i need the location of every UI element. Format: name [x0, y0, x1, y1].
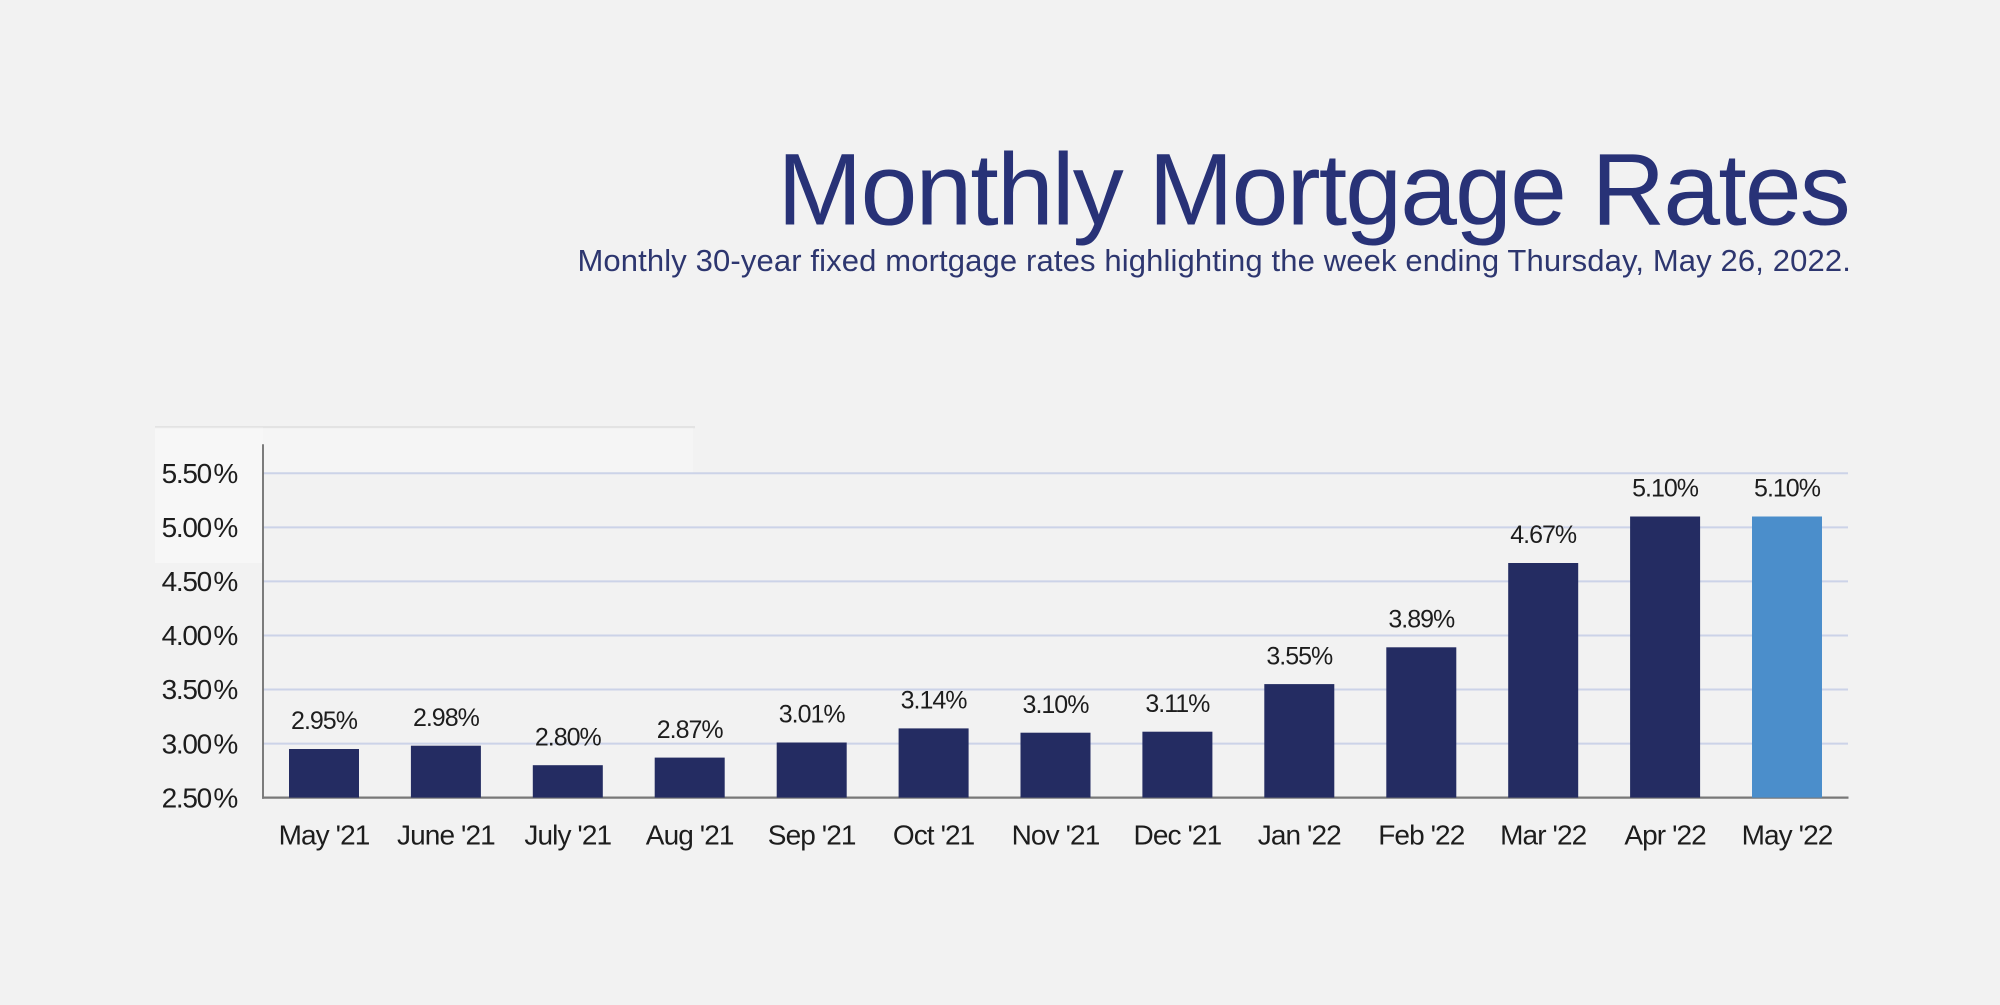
svg-text:Sep '21: Sep '21: [768, 819, 856, 850]
svg-text:Nov '21: Nov '21: [1012, 819, 1100, 850]
svg-text:3.10%: 3.10%: [1023, 691, 1090, 719]
svg-text:3.50%: 3.50%: [162, 674, 238, 705]
svg-text:3.11%: 3.11%: [1145, 690, 1210, 718]
svg-text:May '22: May '22: [1742, 819, 1833, 850]
svg-text:Dec '21: Dec '21: [1134, 819, 1222, 850]
svg-text:2.87%: 2.87%: [657, 716, 724, 744]
svg-text:July '21: July '21: [524, 819, 611, 850]
svg-text:4.00%: 4.00%: [162, 620, 238, 651]
svg-text:Feb '22: Feb '22: [1378, 819, 1465, 850]
svg-text:4.67%: 4.67%: [1510, 521, 1577, 549]
svg-text:2.50%: 2.50%: [162, 782, 238, 813]
svg-text:2.95%: 2.95%: [291, 707, 358, 735]
svg-text:3.55%: 3.55%: [1266, 642, 1333, 670]
svg-text:May '21: May '21: [279, 819, 370, 850]
svg-text:5.10%: 5.10%: [1754, 475, 1821, 503]
svg-text:3.14%: 3.14%: [901, 687, 968, 715]
svg-text:Aug '21: Aug '21: [646, 819, 734, 850]
svg-text:Oct '21: Oct '21: [893, 819, 975, 850]
svg-text:Monthly 30-year fixed mortgage: Monthly 30-year fixed mortgage rates hig…: [577, 243, 1851, 278]
svg-text:Monthly Mortgage Rates: Monthly Mortgage Rates: [777, 133, 1849, 247]
svg-text:2.80%: 2.80%: [535, 723, 602, 751]
svg-text:3.01%: 3.01%: [779, 701, 846, 729]
svg-text:June '21: June '21: [397, 819, 495, 850]
svg-text:Mar '22: Mar '22: [1500, 819, 1587, 850]
svg-text:4.50%: 4.50%: [162, 566, 238, 597]
svg-text:2.98%: 2.98%: [413, 704, 480, 732]
svg-text:Apr '22: Apr '22: [1624, 819, 1706, 850]
svg-text:Jan '22: Jan '22: [1258, 819, 1341, 850]
svg-text:5.50%: 5.50%: [162, 458, 238, 489]
svg-text:5.00%: 5.00%: [162, 512, 238, 543]
svg-text:3.89%: 3.89%: [1388, 606, 1455, 634]
svg-text:5.10%: 5.10%: [1632, 475, 1699, 503]
svg-text:3.00%: 3.00%: [162, 728, 238, 759]
